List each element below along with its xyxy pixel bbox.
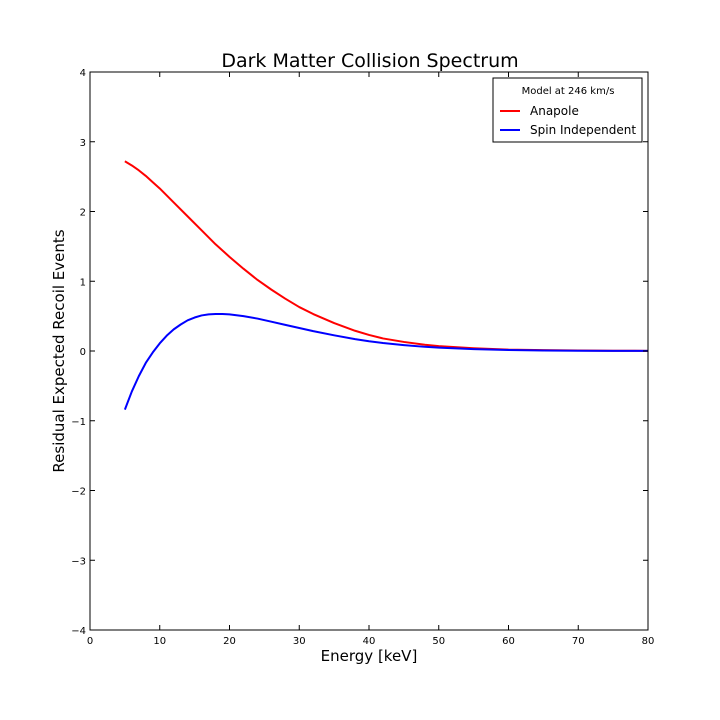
y-tick-label: −3	[71, 556, 86, 567]
x-tick-label: 80	[642, 636, 655, 647]
y-tick-label: 3	[80, 138, 86, 149]
y-tick-label: 2	[80, 208, 86, 219]
plot-frame	[89, 71, 649, 631]
legend-title: Model at 246 km/s	[522, 86, 615, 97]
y-axis-label: Residual Expected Recoil Events	[50, 229, 68, 472]
series-layer	[123, 160, 649, 410]
ticks-layer: 0 10 20 30 40 50 60 70 80 −4 −3 −2 −1 0 1 2 3 4	[71, 68, 654, 647]
x-tick-label: 20	[223, 636, 236, 647]
y-tick-label: −4	[71, 626, 86, 637]
x-tick-label: 70	[572, 636, 585, 647]
x-axis-label: Energy [keV]	[321, 647, 418, 665]
x-tick-label: 50	[432, 636, 445, 647]
y-tick-label: −1	[71, 417, 86, 428]
x-tick-label: 0	[87, 636, 93, 647]
chart-title: Dark Matter Collision Spectrum	[221, 50, 518, 72]
series-line-spin-independent	[123, 313, 649, 410]
y-tick-label: 4	[80, 68, 86, 79]
legend-label-spin-independent: Spin Independent	[530, 123, 636, 137]
y-tick-label: 1	[80, 277, 86, 288]
x-tick-label: 60	[502, 636, 515, 647]
legend-label-anapole: Anapole	[530, 104, 579, 118]
x-tick-label: 10	[153, 636, 166, 647]
legend: Model at 246 km/s Anapole Spin Independe…	[492, 77, 643, 143]
y-tick-label: −2	[71, 487, 86, 498]
x-tick-label: 40	[363, 636, 376, 647]
x-tick-label: 30	[293, 636, 306, 647]
y-tick-label: 0	[80, 347, 86, 358]
